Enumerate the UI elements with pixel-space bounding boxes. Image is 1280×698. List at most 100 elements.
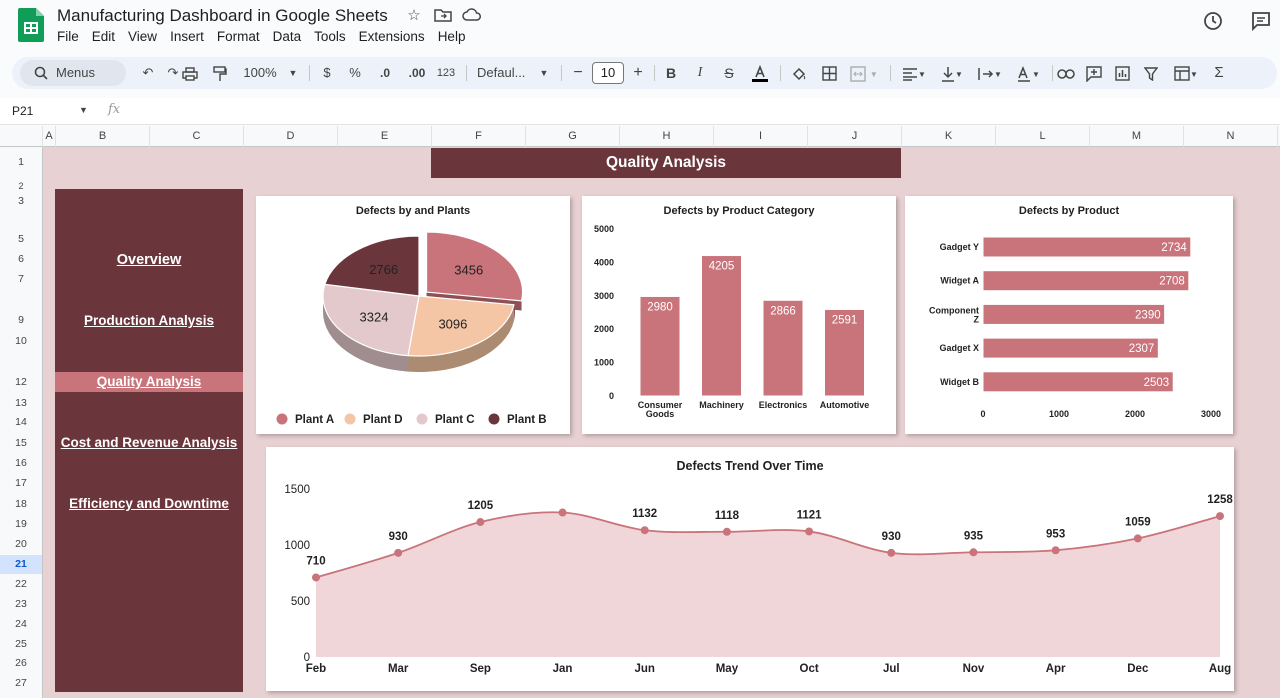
row-header[interactable]: 10 [15,335,27,347]
percent-format-button[interactable]: % [349,65,361,80]
sheets-logo-icon[interactable] [18,8,44,42]
text-color-icon[interactable] [749,57,771,89]
menu-insert[interactable]: Insert [170,29,204,44]
text-wrapping-icon[interactable]: ▼ [972,57,1008,89]
row-header[interactable]: 14 [15,416,27,428]
insert-link-icon[interactable] [1054,57,1078,89]
menu-tools[interactable]: Tools [314,29,346,44]
column-header[interactable]: G [526,126,620,147]
currency-format-button[interactable]: $ [323,65,331,80]
cloud-status-icon[interactable] [462,7,482,25]
font-size-input[interactable]: 10 [592,62,624,84]
font-family-select[interactable]: Defaul... [477,65,526,80]
menu-file[interactable]: File [57,29,79,44]
zoom-chevron-down-icon[interactable]: ▼ [288,68,298,78]
star-icon[interactable]: ☆ [407,7,421,24]
version-history-icon[interactable] [1202,10,1224,32]
menu-format[interactable]: Format [216,29,260,44]
vertical-align-icon[interactable]: ▼ [934,57,970,89]
row-header[interactable]: 3 [18,195,24,207]
row-header[interactable]: 18 [15,498,27,510]
paint-format-icon[interactable] [208,57,232,89]
row-header[interactable]: 27 [15,677,27,689]
column-header[interactable]: J [808,126,902,147]
nav-efficiency-and-downtime[interactable]: Efficiency and Downtime [69,496,229,511]
filter-views-icon[interactable]: ▼ [1168,57,1204,89]
menu-extensions[interactable]: Extensions [358,29,425,44]
fill-color-icon[interactable] [788,57,810,89]
italic-icon[interactable]: I [697,65,703,80]
increase-decimal-button[interactable]: .00 [408,66,426,80]
merge-cells-icon[interactable]: ▼ [846,57,882,89]
row-header[interactable]: 7 [18,273,24,285]
more-formats-button[interactable]: 123 [436,67,456,79]
nav-production-analysis[interactable]: Production Analysis [83,313,215,328]
column-header[interactable]: M [1090,126,1184,147]
column-header[interactable]: A [43,126,56,147]
name-box[interactable]: P21 [12,104,34,118]
row-header[interactable]: 26 [15,657,27,669]
row-header[interactable]: 20 [15,538,27,550]
row-header[interactable]: 17 [15,477,27,489]
horizontal-align-icon[interactable]: ▼ [896,57,932,89]
row-header[interactable]: 6 [18,253,24,265]
column-header[interactable]: B [56,126,150,147]
text-rotation-icon[interactable]: ▼ [1010,57,1046,89]
column-header[interactable]: K [902,126,996,147]
row-header[interactable]: 2 [18,181,24,191]
nav-cost-and-revenue-analysis[interactable]: Cost and Revenue Analysis [60,435,238,450]
trend-chart-card[interactable]: Defects Trend Over Time 0 500 1000 1500 710 F… [266,447,1234,691]
row-header[interactable]: 22 [15,578,27,590]
nav-quality-analysis[interactable]: Quality Analysis [55,372,243,392]
borders-icon[interactable] [818,57,840,89]
column-header[interactable]: D [244,126,338,147]
row-header[interactable]: 19 [15,518,27,530]
font-chevron-down-icon[interactable]: ▼ [539,68,549,78]
decrease-font-size-icon[interactable]: − [573,64,583,81]
row-header[interactable]: 16 [15,457,27,469]
filter-icon[interactable] [1140,57,1162,89]
row-header[interactable]: 5 [18,233,24,245]
functions-icon[interactable]: Σ [1214,64,1224,81]
row-header[interactable]: 1 [18,156,24,168]
increase-font-size-icon[interactable]: + [633,64,643,81]
redo-icon[interactable]: ↷ [167,65,179,80]
undo-icon[interactable]: ↶ [142,65,154,80]
menu-edit[interactable]: Edit [91,29,116,44]
comments-icon[interactable] [1250,10,1272,32]
menu-data[interactable]: Data [272,29,302,44]
pie-chart-card[interactable]: Defects by and Plants 3456 3096 3324 2766 Pl… [256,196,570,434]
row-header[interactable]: 12 [15,376,27,388]
row-header[interactable]: 15 [15,437,27,449]
column-header[interactable]: E [338,126,432,147]
document-title[interactable]: Manufacturing Dashboard in Google Sheets [57,6,388,25]
select-all-corner[interactable] [0,126,43,147]
column-header[interactable]: F [432,126,526,147]
menu-view[interactable]: View [128,29,158,44]
insert-chart-icon[interactable] [1110,57,1134,89]
column-header[interactable]: H [620,126,714,147]
move-folder-icon[interactable] [433,7,453,25]
print-icon[interactable] [178,57,202,89]
decrease-decimal-button[interactable]: .0 [379,66,390,80]
row-header[interactable]: 24 [15,618,27,630]
product-bar-chart-card[interactable]: Defects by Product 0 1000 2000 3000 2734 Gadg… [905,196,1233,434]
menu-help[interactable]: Help [437,29,466,44]
row-header[interactable]: 25 [15,638,27,650]
column-header[interactable]: N [1184,126,1278,147]
name-box-chevron-down-icon[interactable]: ▼ [79,105,88,115]
nav-overview[interactable]: Overview [116,252,182,268]
column-header[interactable]: L [996,126,1090,147]
column-header[interactable]: C [150,126,244,147]
bold-icon[interactable]: B [665,65,677,81]
insert-comment-icon[interactable] [1082,57,1106,89]
row-header[interactable]: 9 [18,314,24,326]
zoom-select[interactable]: 100% [243,65,277,80]
column-header[interactable]: I [714,126,808,147]
row-header[interactable]: 13 [15,397,27,409]
row-header[interactable]: 23 [15,598,27,610]
category-bar-chart-card[interactable]: Defects by Product Category 0 1000 2000 300… [582,196,896,434]
strikethrough-icon[interactable]: S [724,65,734,81]
row-header-selected[interactable]: 21 [0,555,42,574]
search-menus-button[interactable]: Menus [20,60,126,86]
